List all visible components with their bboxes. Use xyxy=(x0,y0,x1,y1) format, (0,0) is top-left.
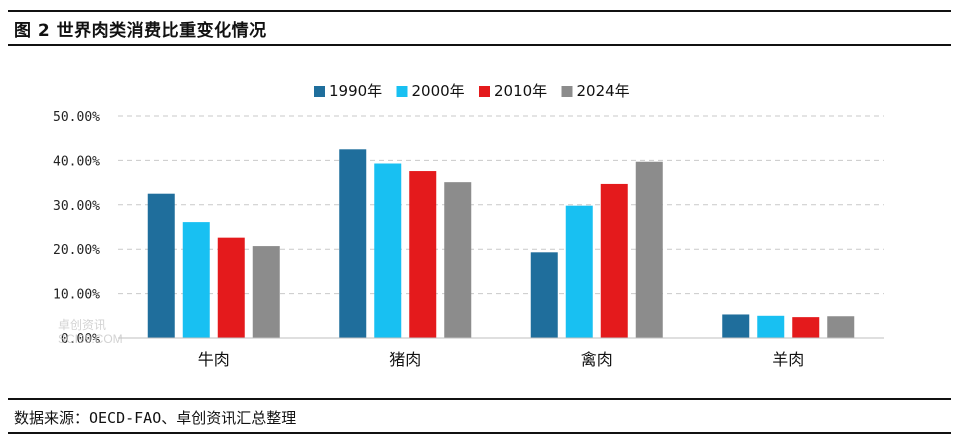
legend-label: 2010年 xyxy=(494,82,547,100)
bar-2-1 xyxy=(565,205,593,338)
bar-0-0 xyxy=(147,193,175,338)
watermark: 卓创资讯 SCI99.COM xyxy=(58,318,123,346)
y-tick-label: 50.00% xyxy=(53,110,100,125)
y-tick-label: 30.00% xyxy=(53,199,100,214)
bar-1-3 xyxy=(444,182,472,338)
legend: 1990年 2000年 2010年 2024年 xyxy=(314,82,630,100)
bar-0-2 xyxy=(217,237,245,338)
bar-chart: 0.00% 10.00% 20.00% 30.00% 40.00% 50.00% 牛肉 猪肉… xyxy=(53,82,884,369)
bar-1-0 xyxy=(339,149,367,338)
source-rule xyxy=(8,398,951,400)
legend-label: 1990年 xyxy=(329,82,382,100)
legend-swatch xyxy=(314,86,325,97)
y-tick-label: 10.00% xyxy=(53,288,100,303)
y-tick-label: 20.00% xyxy=(53,243,100,258)
y-axis: 0.00% 10.00% 20.00% 30.00% 40.00% 50.00% xyxy=(53,110,100,347)
source-note: 数据来源：OECD-FAO、卓创资讯汇总整理 xyxy=(14,409,297,427)
legend-swatch xyxy=(561,86,573,97)
bar-3-2 xyxy=(792,317,820,338)
watermark-line2: SCI99.COM xyxy=(58,332,123,346)
legend-swatch xyxy=(479,86,490,97)
bar-2-3 xyxy=(635,161,663,338)
figure-title: 图 2 世界肉类消费比重变化情况 xyxy=(14,21,267,41)
title-underline xyxy=(8,44,951,46)
gridlines xyxy=(118,115,884,295)
x-tick-label: 牛肉 xyxy=(198,350,230,369)
bars xyxy=(147,149,855,338)
bottom-rule xyxy=(8,432,951,434)
y-tick-label: 0.00% xyxy=(61,332,100,347)
bar-1-1 xyxy=(374,163,402,338)
watermark-line1: 卓创资讯 xyxy=(58,318,107,332)
x-tick-label: 猪肉 xyxy=(389,350,421,369)
bar-3-1 xyxy=(757,315,785,338)
x-tick-label: 禽肉 xyxy=(581,350,613,369)
legend-label: 2000年 xyxy=(412,82,465,100)
bar-1-2 xyxy=(409,171,437,338)
bar-0-1 xyxy=(182,222,210,338)
bar-3-0 xyxy=(722,314,750,338)
bar-3-3 xyxy=(827,316,855,338)
bar-2-2 xyxy=(600,183,628,338)
top-rule xyxy=(8,10,951,12)
bar-0-3 xyxy=(252,246,280,338)
legend-swatch xyxy=(396,86,408,97)
bar-2-0 xyxy=(530,252,558,338)
y-tick-label: 40.00% xyxy=(53,154,100,169)
legend-label: 2024年 xyxy=(577,82,630,100)
x-axis: 牛肉 猪肉 禽肉 羊肉 xyxy=(118,337,884,369)
x-tick-label: 羊肉 xyxy=(772,350,804,369)
